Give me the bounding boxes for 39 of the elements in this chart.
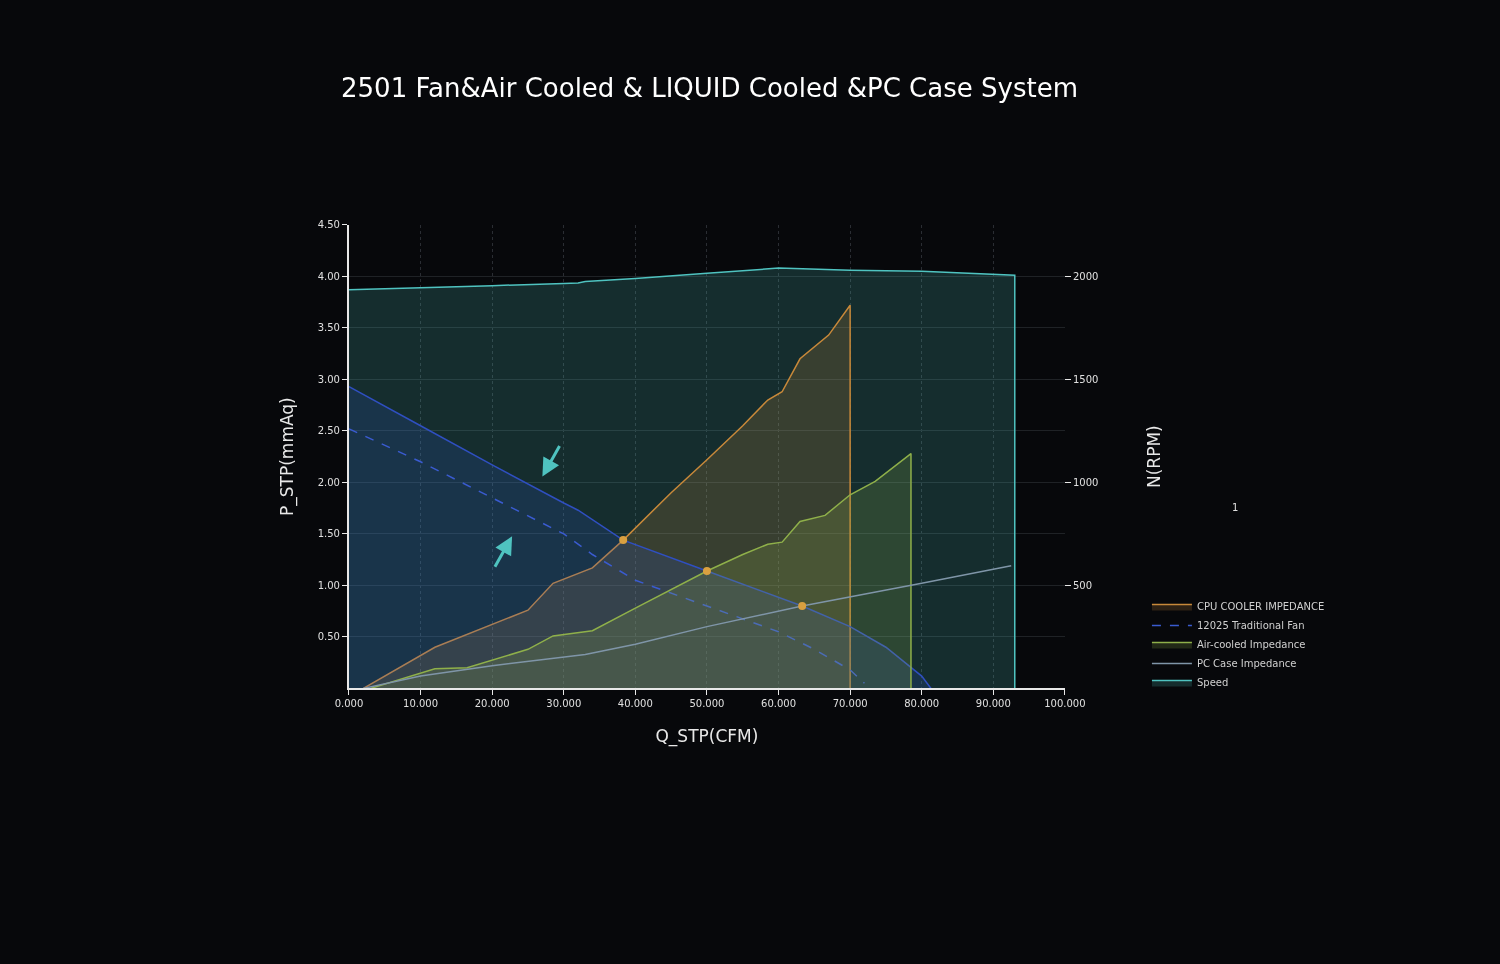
line-series <box>349 428 866 685</box>
y-tick-label: 4.50 <box>317 219 340 231</box>
legend-label: CPU COOLER IMPEDANCE <box>1196 601 1325 613</box>
y-tick-label: 1.00 <box>317 579 340 591</box>
legend-label: Speed <box>1196 677 1229 689</box>
y-tick-label: 2.50 <box>317 425 340 437</box>
y2-tick-label: 500 <box>1072 579 1093 591</box>
y-axis-title: P_STP(mmAq) <box>276 397 298 516</box>
y-tick-label: 0.50 <box>317 631 340 643</box>
y2-tick-label: 2000 <box>1072 270 1099 282</box>
y-tick-label: 1.50 <box>317 528 340 540</box>
x-tick-label: 100.000 <box>1044 698 1086 710</box>
y2-tick-label: 1000 <box>1072 476 1099 488</box>
x-tick-label: 30.000 <box>546 698 582 710</box>
x-tick-label: 90.000 <box>975 698 1011 710</box>
x-tick-label: 80.000 <box>904 698 940 710</box>
point <box>619 536 628 545</box>
point <box>702 566 711 575</box>
x-tick-label: 0.000 <box>334 698 364 710</box>
point <box>798 602 807 611</box>
y-tick-label: 4.00 <box>317 270 340 282</box>
legend-label: Air-cooled Impedance <box>1196 639 1306 651</box>
x-tick-label: 20.000 <box>474 698 510 710</box>
x-tick-label: 60.000 <box>761 698 797 710</box>
x-tick-label: 40.000 <box>617 698 653 710</box>
legend-label: 12025 Traditional Fan <box>1196 620 1305 632</box>
text: 1 <box>1232 502 1239 513</box>
x-axis-title: Q_STP(CFM) <box>655 726 759 748</box>
y2-axis-title: N(RPM) <box>1143 425 1164 488</box>
x-tick-label: 50.000 <box>689 698 725 710</box>
legend-label: PC Case Impedance <box>1196 658 1297 670</box>
y-tick-label: 3.50 <box>317 322 340 334</box>
line-series <box>362 565 1012 689</box>
x-tick-label: 70.000 <box>832 698 868 710</box>
y-tick-label: 3.00 <box>317 373 340 385</box>
chart-title: 2501 Fan&Air Cooled & LIQUID Cooled &PC Case System <box>341 73 1078 104</box>
y-tick-label: 2.00 <box>317 476 340 488</box>
x-tick-label: 10.000 <box>403 698 439 710</box>
y2-tick-label: 1500 <box>1072 373 1099 385</box>
